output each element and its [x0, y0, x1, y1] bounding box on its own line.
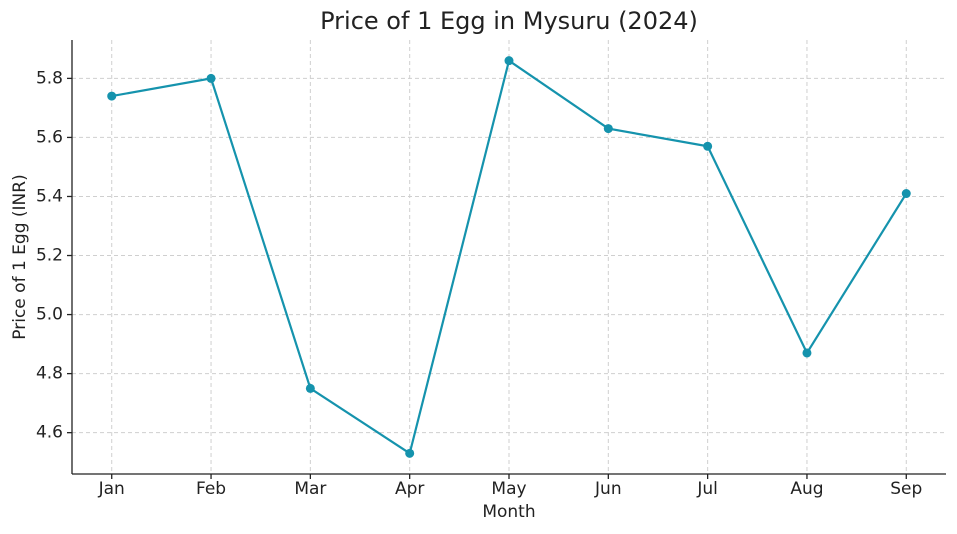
data-point: [802, 348, 812, 358]
x-tick-label: Aug: [790, 479, 823, 499]
data-point: [504, 56, 514, 66]
data-point: [405, 448, 415, 458]
data-point: [603, 124, 613, 134]
y-tick-label: 5.0: [36, 305, 63, 325]
y-axis-label: Price of 1 Egg (INR): [10, 174, 30, 339]
y-tick-label: 4.8: [36, 364, 63, 384]
x-tick-label: Mar: [294, 479, 326, 499]
data-point: [703, 141, 713, 151]
y-tick-label: 5.2: [36, 246, 63, 266]
y-tick-label: 4.6: [36, 423, 63, 443]
data-point: [107, 91, 117, 101]
x-tick-label: Jul: [696, 479, 718, 499]
x-tick-label: Jun: [594, 479, 622, 499]
chart-title: Price of 1 Egg in Mysuru (2024): [320, 7, 698, 35]
y-tick-label: 5.4: [36, 186, 63, 206]
data-point: [305, 383, 315, 393]
y-tick-label: 5.8: [36, 68, 63, 88]
y-tick-label: 5.6: [36, 127, 63, 147]
x-tick-label: Sep: [890, 479, 922, 499]
x-tick-label: Jan: [98, 479, 125, 499]
x-tick-label: May: [491, 479, 526, 499]
data-point: [206, 73, 216, 83]
x-axis-label: Month: [482, 502, 535, 522]
x-tick-label: Feb: [196, 479, 226, 499]
data-point: [901, 189, 911, 199]
x-tick-label: Apr: [395, 479, 424, 499]
